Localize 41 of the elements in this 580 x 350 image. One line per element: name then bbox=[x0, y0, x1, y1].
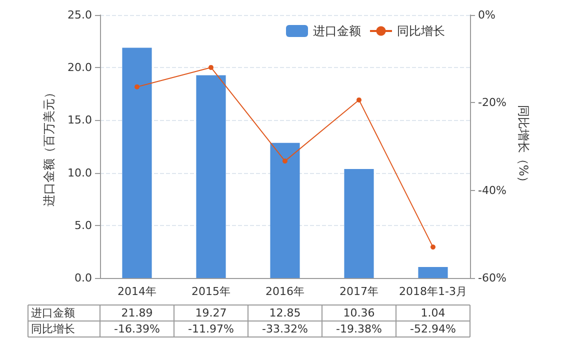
y-tick-label: 20.0 bbox=[68, 61, 92, 74]
data-label: 12.85 bbox=[269, 306, 301, 320]
point bbox=[430, 244, 436, 250]
data-label: 19.27 bbox=[195, 306, 227, 320]
x-tick-label: 2015年 bbox=[192, 285, 230, 298]
bar bbox=[270, 142, 300, 278]
y-tick-label: 0.0 bbox=[74, 272, 92, 284]
y2-tick-label: -60% bbox=[478, 272, 506, 284]
data-label: 21.89 bbox=[121, 306, 153, 320]
y-tick-label: 5.0 bbox=[74, 218, 92, 232]
y2-tick-label: -20% bbox=[478, 96, 506, 110]
y-axis-title: 进口金额（百万美元） bbox=[42, 86, 56, 206]
point bbox=[282, 158, 288, 164]
legend-label: 同比增长 bbox=[397, 24, 445, 38]
y2-tick-label: -40% bbox=[478, 184, 506, 197]
y-tick-label: 15.0 bbox=[68, 114, 92, 127]
y2-tick-label: 0% bbox=[478, 8, 496, 22]
x-tick-label: 2017年 bbox=[340, 285, 378, 298]
x-tick-label: 2014年 bbox=[118, 285, 156, 298]
bar bbox=[122, 48, 152, 278]
bar bbox=[344, 169, 374, 278]
data-label: -19.38% bbox=[336, 322, 382, 336]
x-tick-label: 2018年1-3月 bbox=[399, 285, 467, 298]
data-label: -16.39% bbox=[114, 322, 160, 336]
data-label: -11.97% bbox=[188, 322, 234, 336]
point bbox=[208, 64, 214, 70]
bar bbox=[418, 267, 448, 278]
data-label: -52.94% bbox=[410, 322, 456, 336]
point bbox=[134, 84, 140, 90]
point bbox=[356, 97, 362, 102]
text: 进口金额 bbox=[31, 306, 75, 320]
y2-axis-title: 同比增长（%） bbox=[516, 104, 530, 188]
data-label: 10.36 bbox=[343, 306, 375, 320]
y-tick-label: 25.0 bbox=[68, 8, 92, 22]
y-tick-label: 10.0 bbox=[68, 166, 92, 180]
text: 同比增长 bbox=[31, 322, 75, 336]
legend-label: 进口金额 bbox=[313, 24, 361, 38]
x-tick-label: 2016年 bbox=[266, 285, 304, 298]
bar bbox=[196, 75, 226, 278]
data-label: -33.32% bbox=[262, 322, 308, 336]
data-label: 1.04 bbox=[420, 306, 446, 320]
